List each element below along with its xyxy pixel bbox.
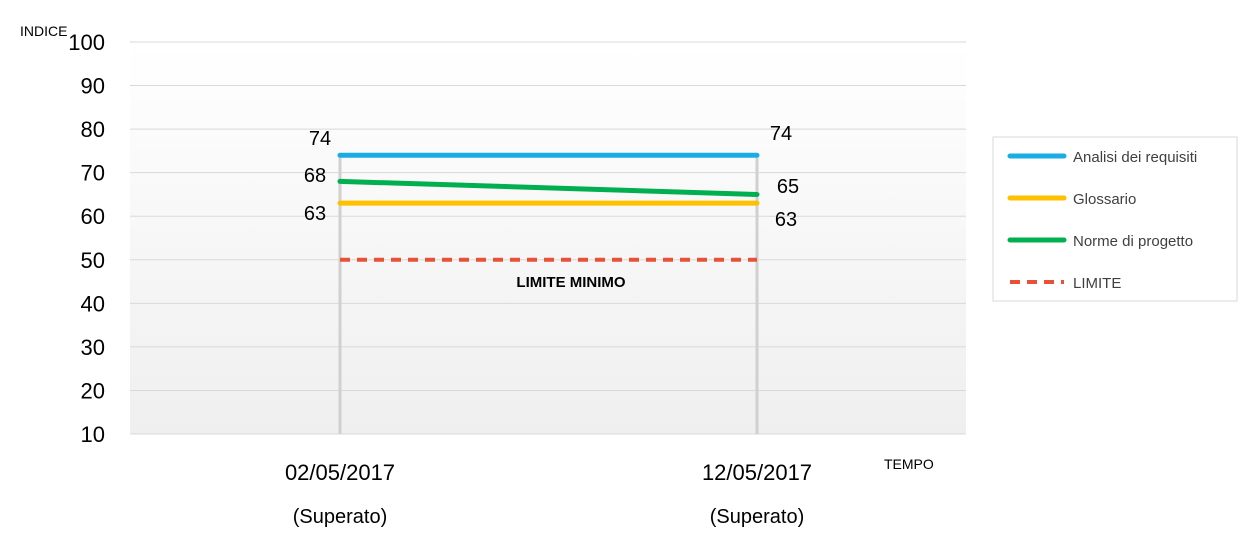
y-tick-label: 10	[81, 422, 105, 447]
data-label: 74	[309, 128, 331, 150]
plot-area-background	[130, 42, 966, 434]
y-tick-label: 40	[81, 291, 105, 316]
data-labels: 74 68 63 74 65 63	[304, 123, 799, 231]
y-axis-label: INDICE	[20, 23, 67, 39]
y-tick-label: 30	[81, 335, 105, 360]
data-label: 68	[304, 165, 326, 187]
y-tick-label: 100	[68, 30, 105, 55]
y-tick-label: 50	[81, 248, 105, 273]
y-tick-label: 90	[81, 74, 105, 99]
series-lines	[337, 152, 760, 262]
data-label: 65	[777, 176, 799, 198]
legend-entry: Analisi dei requisiti	[1073, 149, 1197, 166]
y-tick-label: 80	[81, 117, 105, 142]
legend-entry: LIMITE	[1073, 275, 1121, 292]
x-tick-label: 12/05/2017	[702, 460, 812, 485]
series-line	[337, 178, 760, 197]
data-label: 63	[304, 203, 326, 225]
legend-entry: Glossario	[1073, 191, 1136, 208]
legend-box	[992, 136, 1238, 302]
x-tick-label: 02/05/2017	[285, 460, 395, 485]
x-axis-label: TEMPO	[884, 456, 934, 472]
legend: Analisi dei requisiti Glossario Norme di p…	[992, 136, 1238, 302]
y-tick-label: 20	[81, 378, 105, 403]
y-tick-label: 70	[81, 161, 105, 186]
y-axis-ticks: 10 20 30 40 50 60 70 80 90 100	[68, 30, 105, 447]
x-axis-ticks: 02/05/2017 (Superato) 12/05/2017 (Superato)	[285, 460, 812, 528]
limit-annotation: LIMITE MINIMO	[516, 274, 625, 291]
y-tick-label: 60	[81, 204, 105, 229]
data-label: 74	[770, 123, 792, 145]
legend-entry: Norme di progetto	[1073, 233, 1193, 250]
data-label: 63	[775, 209, 797, 231]
x-tick-sublabel: (Superato)	[293, 506, 388, 528]
x-tick-sublabel: (Superato)	[710, 506, 805, 528]
